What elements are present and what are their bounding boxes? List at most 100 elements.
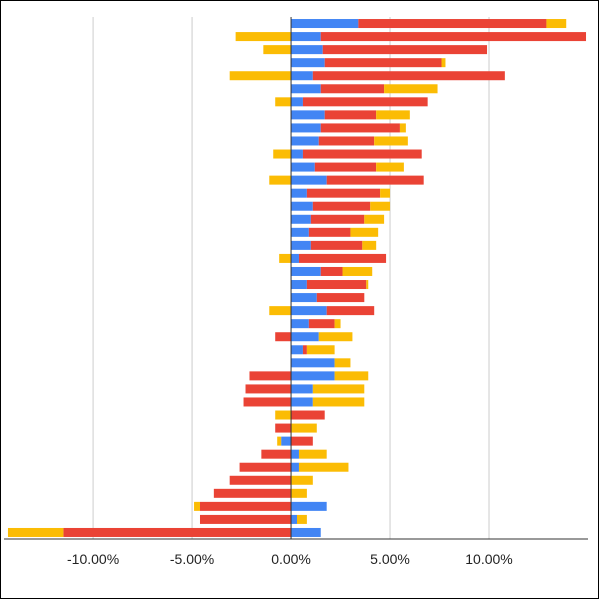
x-tick-label: -10.00%	[67, 551, 119, 567]
bar-segment	[326, 175, 424, 185]
bar-segment	[291, 319, 309, 329]
bar-segment	[291, 253, 299, 263]
bar-segment	[320, 266, 343, 276]
bar-segment	[291, 201, 313, 211]
bar-segment	[312, 384, 365, 394]
bar-segment	[291, 32, 321, 42]
bar-segment	[334, 319, 341, 329]
bar-segment	[279, 253, 292, 263]
x-tick-label: 10.00%	[465, 551, 512, 567]
bar-segment	[291, 280, 307, 290]
bar-segment	[291, 527, 321, 537]
bar-segment	[296, 514, 307, 524]
bar-segment	[291, 475, 313, 485]
bar-segment	[263, 45, 292, 55]
bar-segment	[275, 423, 292, 433]
bar-segment	[229, 475, 292, 485]
x-tick-labels: -10.00% -5.00% 0.00% 5.00% 10.00%	[67, 551, 513, 567]
bar-segment	[291, 266, 321, 276]
bar-segment	[308, 319, 335, 329]
bar-segment	[320, 84, 385, 94]
bar-segment	[310, 240, 363, 250]
bar-segment	[306, 188, 381, 198]
bar-segment	[199, 514, 292, 524]
bar-segment	[326, 306, 375, 316]
bar-segment	[546, 19, 567, 29]
bar-segment	[320, 32, 587, 42]
bar-segment	[194, 501, 200, 511]
bar-segment	[358, 19, 547, 29]
bar-segment	[229, 71, 292, 81]
bar-segment	[243, 397, 292, 407]
bar-segment	[298, 462, 349, 472]
bar-segment	[291, 162, 315, 172]
bar-segment	[291, 123, 321, 133]
bar-segment	[291, 384, 313, 394]
bar-segment	[7, 527, 64, 537]
bar-segment	[291, 19, 359, 29]
bar-segment	[302, 97, 428, 107]
bar-segment	[291, 97, 303, 107]
bars	[7, 19, 587, 537]
bar-segment	[324, 58, 442, 68]
bar-segment	[376, 110, 410, 120]
bar-segment	[291, 345, 303, 355]
bar-segment	[291, 227, 309, 237]
bar-segment	[366, 280, 369, 290]
bar-segment	[312, 397, 365, 407]
bar-segment	[314, 162, 377, 172]
bar-segment	[291, 514, 297, 524]
bar-segment	[235, 32, 292, 42]
bar-segment	[399, 123, 406, 133]
bar-segment	[370, 201, 391, 211]
bar-segment	[362, 240, 377, 250]
bar-segment	[334, 371, 369, 381]
bar-segment	[273, 149, 292, 159]
bar-segment	[291, 423, 317, 433]
bar-segment	[342, 266, 373, 276]
bar-segment	[302, 149, 422, 159]
bar-segment	[291, 175, 327, 185]
x-tick-label: 0.00%	[271, 551, 311, 567]
bar-segment	[291, 306, 327, 316]
bar-segment	[291, 149, 303, 159]
bar-segment	[291, 488, 307, 498]
x-tick-label: -5.00%	[170, 551, 214, 567]
bar-segment	[239, 462, 292, 472]
bar-segment	[291, 71, 313, 81]
bar-segment	[334, 358, 351, 368]
bar-segment	[199, 501, 292, 511]
bar-segment	[441, 58, 446, 68]
bar-segment	[277, 436, 282, 446]
bar-segment	[320, 123, 400, 133]
bar-segment	[312, 201, 371, 211]
bar-segment	[318, 332, 353, 342]
bar-segment	[261, 449, 292, 459]
bar-segment	[213, 488, 292, 498]
bar-segment	[275, 97, 292, 107]
bar-segment	[291, 462, 299, 472]
bar-segment	[364, 214, 385, 224]
bar-segment	[380, 188, 391, 198]
bar-segment	[291, 214, 311, 224]
bar-segment	[291, 358, 335, 368]
bar-segment	[322, 45, 488, 55]
bar-segment	[291, 501, 327, 511]
bar-segment	[269, 175, 292, 185]
bar-segment	[275, 332, 292, 342]
bar-segment	[63, 527, 292, 537]
bar-segment	[310, 214, 365, 224]
bar-segment	[245, 384, 292, 394]
bar-segment	[291, 293, 317, 303]
bar-segment	[316, 293, 365, 303]
bar-segment	[306, 280, 367, 290]
bar-segment	[318, 136, 375, 146]
bar-segment	[298, 253, 387, 263]
bar-segment	[291, 436, 313, 446]
bar-segment	[269, 306, 292, 316]
bar-segment	[350, 227, 379, 237]
bar-segment	[384, 84, 438, 94]
bar-segment	[302, 345, 307, 355]
